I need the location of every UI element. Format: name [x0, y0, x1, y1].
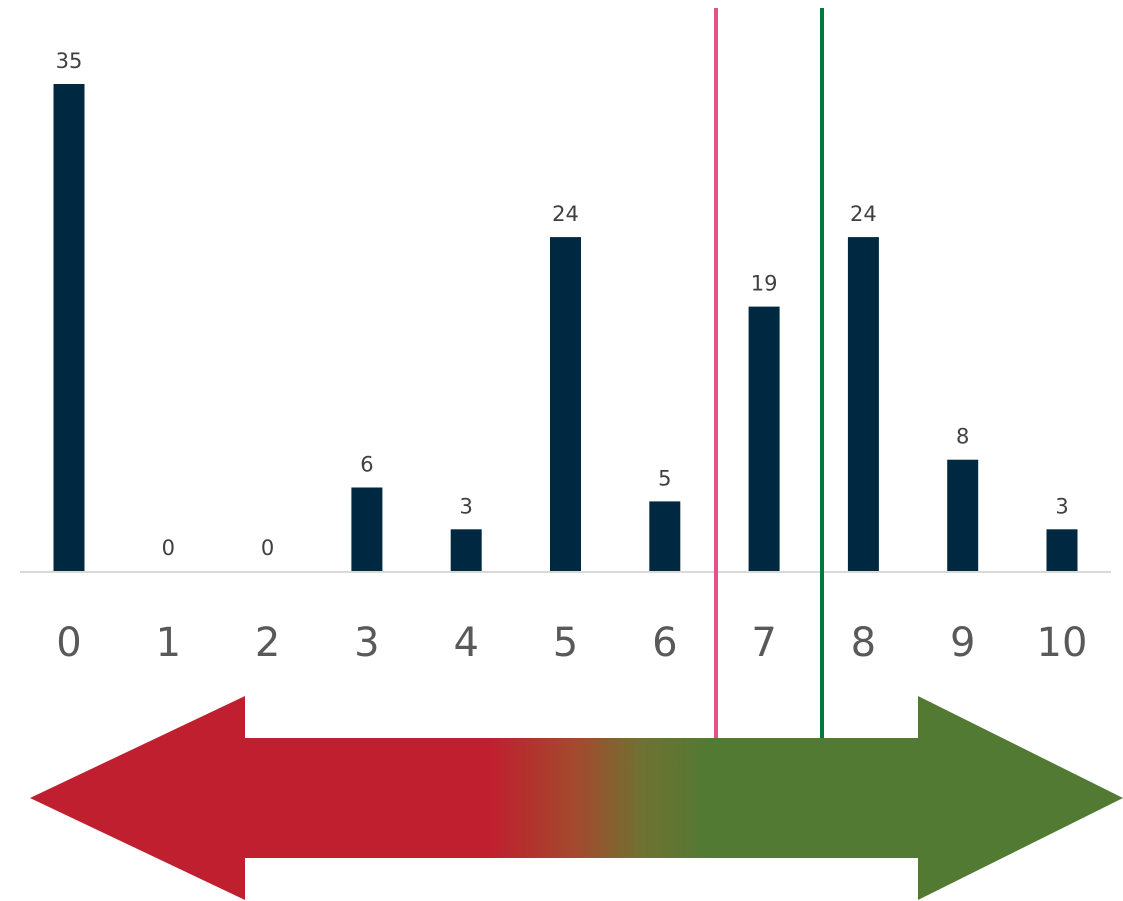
- bar-6: [649, 501, 681, 571]
- x-tick-label-0: 0: [56, 620, 81, 666]
- x-tick-label-9: 9: [950, 620, 975, 666]
- data-label-7: 19: [751, 272, 778, 296]
- value-labels-layer: 35 0 0 6 3 24 5 19 24 8 3: [56, 49, 1069, 560]
- x-tick-label-6: 6: [652, 620, 677, 666]
- x-tick-label-7: 7: [751, 620, 776, 666]
- tick-labels-layer: 0 1 2 3 4 5 6 7 8 9 10: [56, 620, 1087, 666]
- bar-0: [53, 84, 85, 571]
- bar-7: [748, 306, 780, 571]
- data-label-4: 3: [460, 494, 473, 518]
- data-label-8: 24: [850, 202, 877, 226]
- data-label-5: 24: [552, 202, 579, 226]
- data-label-0: 35: [56, 49, 83, 73]
- score-scale-arrow: [30, 696, 1123, 900]
- data-label-1: 0: [162, 536, 175, 560]
- bar-10: [1046, 529, 1078, 571]
- bar-3: [351, 487, 383, 571]
- x-tick-label-3: 3: [354, 620, 379, 666]
- bars-layer: [53, 84, 1078, 571]
- data-label-6: 5: [658, 466, 671, 490]
- bar-9: [947, 459, 979, 571]
- data-label-10: 3: [1055, 494, 1068, 518]
- x-tick-label-2: 2: [255, 620, 280, 666]
- bar-8: [847, 237, 879, 571]
- bar-5: [550, 237, 581, 571]
- x-tick-label-5: 5: [553, 620, 578, 666]
- x-tick-label-1: 1: [156, 620, 181, 666]
- data-label-2: 0: [261, 536, 274, 560]
- x-tick-label-8: 8: [851, 620, 876, 666]
- x-tick-label-4: 4: [453, 620, 478, 666]
- data-label-9: 8: [956, 425, 969, 449]
- x-tick-label-10: 10: [1037, 620, 1088, 666]
- bar-4: [450, 529, 482, 571]
- data-label-3: 6: [360, 453, 373, 477]
